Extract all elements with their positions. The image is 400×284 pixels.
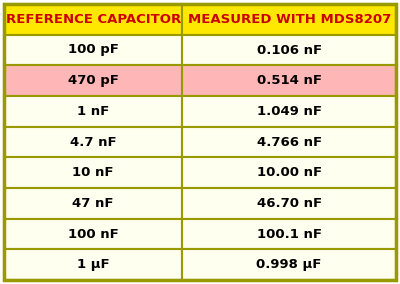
Bar — [4, 188, 182, 219]
Bar — [4, 127, 182, 157]
Bar — [4, 96, 182, 127]
Bar — [182, 127, 396, 157]
Bar — [182, 4, 396, 35]
Text: 1 nF: 1 nF — [77, 105, 109, 118]
Bar — [182, 157, 396, 188]
Text: 100 pF: 100 pF — [68, 43, 119, 57]
Text: 4.7 nF: 4.7 nF — [70, 135, 116, 149]
Bar — [4, 157, 182, 188]
Text: 100.1 nF: 100.1 nF — [257, 227, 322, 241]
Bar — [182, 35, 396, 65]
Text: 46.70 nF: 46.70 nF — [257, 197, 322, 210]
Text: 10 nF: 10 nF — [72, 166, 114, 179]
Text: 10.00 nF: 10.00 nF — [257, 166, 322, 179]
Bar — [4, 65, 182, 96]
Bar — [182, 249, 396, 280]
Bar — [182, 219, 396, 249]
Bar — [4, 4, 182, 35]
Text: 0.514 nF: 0.514 nF — [257, 74, 322, 87]
Bar — [4, 219, 182, 249]
Bar — [182, 188, 396, 219]
Bar — [4, 35, 182, 65]
Text: 100 nF: 100 nF — [68, 227, 118, 241]
Bar — [4, 249, 182, 280]
Text: MEASURED WITH MDS8207: MEASURED WITH MDS8207 — [188, 13, 391, 26]
Text: 1.049 nF: 1.049 nF — [257, 105, 322, 118]
Bar — [182, 65, 396, 96]
Text: 470 pF: 470 pF — [68, 74, 119, 87]
Bar — [182, 96, 396, 127]
Text: 4.766 nF: 4.766 nF — [257, 135, 322, 149]
Text: 0.106 nF: 0.106 nF — [257, 43, 322, 57]
Text: 1 μF: 1 μF — [77, 258, 110, 271]
Text: 0.998 μF: 0.998 μF — [256, 258, 322, 271]
Text: 47 nF: 47 nF — [72, 197, 114, 210]
Text: REFERENCE CAPACITOR: REFERENCE CAPACITOR — [6, 13, 181, 26]
